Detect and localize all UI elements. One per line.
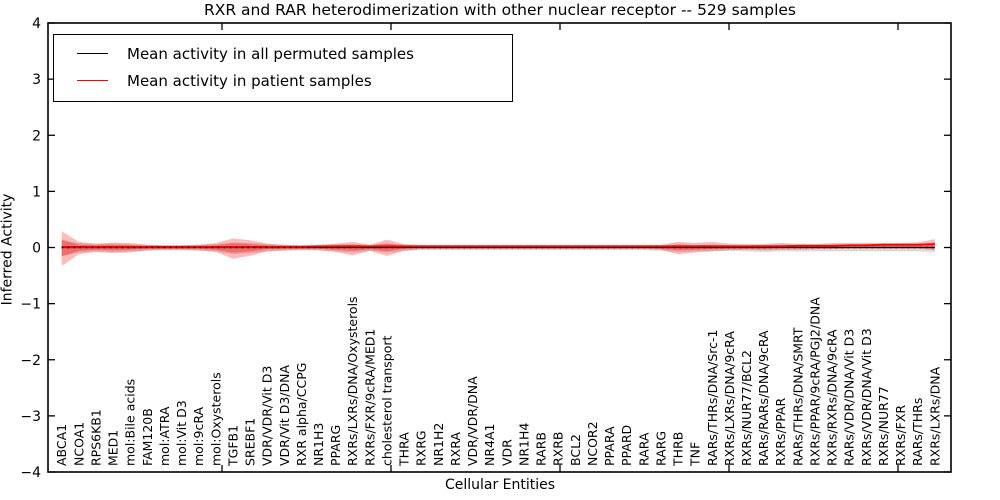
x-tick-label: NCOR2	[585, 421, 600, 466]
x-tick-label: RXRs/FXR	[893, 405, 908, 466]
band-patient-outer	[61, 231, 935, 267]
x-tick-label: RXRs/LXRs/DNA/Oxysterols	[345, 296, 360, 466]
x-tick-label: mol:Oxysterols	[208, 372, 223, 466]
legend-item-label: Mean activity in all permuted samples	[127, 44, 414, 63]
y-tick-label: −4	[20, 465, 41, 481]
x-tick-label: SREBF1	[243, 418, 258, 466]
x-tick-label: ABCA1	[54, 424, 69, 466]
x-tick-label: RXRs/PPAR/9cRA/PGJ2/DNA	[807, 297, 822, 466]
y-tick-label: −2	[20, 353, 41, 369]
y-tick-label: −3	[20, 409, 41, 425]
legend-line-sample	[77, 80, 108, 81]
y-tick-label: 2	[32, 128, 41, 144]
x-tick-label: RARs/THRs	[910, 398, 925, 466]
x-tick-label: BCL2	[568, 434, 583, 466]
x-tick-label: RXRs/NUR77/BCL2	[739, 350, 754, 466]
x-tick-label: RXRs/LXRs/DNA	[927, 366, 942, 466]
x-tick-label: RARA	[636, 432, 651, 466]
x-tick-label: NR1H3	[311, 423, 326, 466]
y-tick-label: 0	[32, 241, 41, 257]
legend: Mean activity in all permuted samples Me…	[53, 34, 513, 102]
y-tick-label: 4	[32, 16, 41, 32]
x-tick-label: NR1H4	[516, 423, 531, 466]
x-tick-label: RXRs/VDR/DNA/Vit D3	[859, 328, 874, 466]
x-tick-label: NR4A1	[482, 424, 497, 467]
legend-item: Mean activity in patient samples	[54, 67, 512, 94]
x-tick-label: RPS6KB1	[88, 409, 103, 466]
x-tick-label: FAM120B	[140, 408, 155, 466]
y-axis-label: Inferred Activity	[0, 193, 16, 306]
band-permuted-std	[61, 240, 935, 256]
x-tick-label: RXR alpha/CCPG	[294, 363, 309, 466]
x-tick-label: VDR/VDR/DNA	[465, 376, 480, 466]
x-tick-label: RXRs/LXRs/DNA/9cRA	[722, 331, 737, 466]
x-tick-label: TGFB1	[225, 425, 240, 467]
x-tick-label: NCOA1	[71, 422, 86, 466]
x-tick-label: RARB	[534, 432, 549, 466]
x-tick-label: mol:Bile acids	[123, 379, 138, 466]
x-tick-label: NR1H2	[431, 423, 446, 466]
x-tick-label: RARs/THRs/DNA/Src-1	[705, 330, 720, 466]
x-tick-label: THRA	[397, 432, 412, 467]
x-tick-label: RXRB	[551, 431, 566, 466]
x-tick-label: RARs/THRs/DNA/SMRT	[790, 327, 805, 466]
x-tick-label: THRB	[671, 432, 686, 467]
x-tick-label: MED1	[106, 430, 121, 466]
x-tick-label: RARG	[653, 431, 668, 466]
x-tick-label: RXRs/FXR/9cRA/MED1	[362, 329, 377, 466]
x-tick-label: RXRs/PPAR	[773, 398, 788, 466]
legend-item-label: Mean activity in patient samples	[127, 71, 372, 90]
x-tick-label: RXRs/RXRs/DNA/9cRA	[825, 329, 840, 466]
x-tick-label: PPARA	[602, 426, 617, 466]
x-tick-label: mol:9cRA	[191, 406, 206, 466]
x-tick-label: VDR/VDR/Vit D3	[260, 366, 275, 466]
chart-title: RXR and RAR heterodimerization with othe…	[203, 1, 797, 19]
x-tick-label: VDR/Vit D3/DNA	[277, 365, 292, 466]
y-tick-label: 3	[32, 72, 41, 88]
legend-line-sample	[77, 53, 108, 54]
x-tick-label: TNF	[688, 442, 703, 467]
y-tick-label: 1	[32, 184, 41, 200]
series-line-1	[61, 243, 935, 248]
x-tick-label: VDR	[499, 439, 514, 466]
legend-item: Mean activity in all permuted samples	[54, 40, 512, 67]
x-tick-label: RXRA	[448, 432, 463, 466]
x-tick-label: mol:ATRA	[157, 406, 172, 466]
x-tick-label: PPARG	[328, 425, 343, 466]
x-tick-label: RXRG	[414, 430, 429, 466]
x-tick-label: PPARD	[619, 425, 634, 466]
x-tick-label: mol:Vit D3	[174, 400, 189, 466]
x-tick-label: RXRs/NUR77	[876, 386, 891, 466]
y-tick-label: −1	[20, 297, 41, 313]
x-tick-label: cholesterol transport	[379, 335, 394, 466]
x-axis-label: Cellular Entities	[444, 477, 556, 493]
x-tick-label: RARs/VDR/DNA/Vit D3	[842, 329, 857, 466]
x-tick-label: RARs/RARs/DNA/9cRA	[756, 330, 771, 466]
